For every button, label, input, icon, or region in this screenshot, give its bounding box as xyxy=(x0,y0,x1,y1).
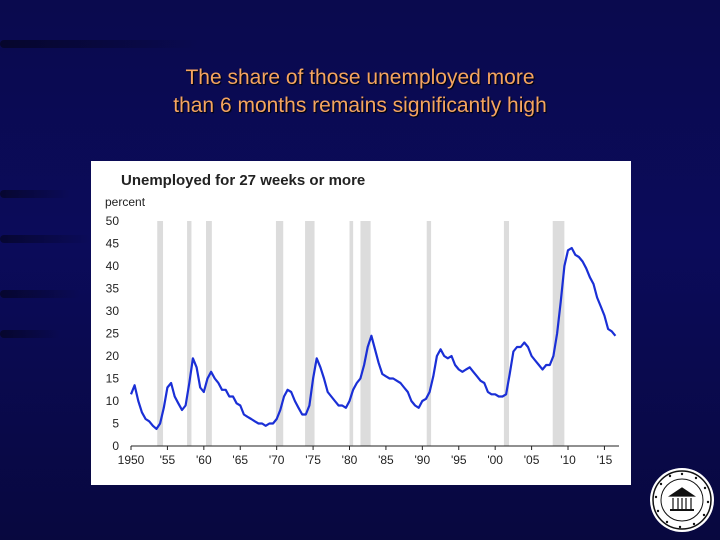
slide-title-line-1: The share of those unemployed more xyxy=(185,66,535,89)
y-tick-label: 50 xyxy=(106,214,120,228)
recession-band xyxy=(275,221,284,446)
recession-band xyxy=(552,221,565,446)
background-streak xyxy=(0,330,60,338)
chart-title: Unemployed for 27 weeks or more xyxy=(121,172,365,189)
x-tick-label: '00 xyxy=(487,453,503,467)
x-tick-label: '10 xyxy=(560,453,576,467)
slide-title-line-2: than 6 months remains significantly high xyxy=(173,94,547,117)
x-tick-label: '70 xyxy=(269,453,285,467)
y-tick-label: 40 xyxy=(106,259,120,273)
y-tick-label: 20 xyxy=(106,349,120,363)
x-tick-label: '80 xyxy=(342,453,358,467)
y-tick-label: 15 xyxy=(106,372,120,386)
recession-band xyxy=(360,221,371,446)
slide-title: The share of those unemployed more than … xyxy=(0,64,720,120)
axes: 0 5 10 15 20 25 30 35 40 45 50 1950 '55 '60 '65 '70 '75 '… xyxy=(106,214,619,467)
recession-band xyxy=(503,221,510,446)
x-tick-label: '65 xyxy=(232,453,248,467)
y-tick-label: 0 xyxy=(112,439,119,453)
recession-band xyxy=(426,221,432,446)
x-tick-label: '15 xyxy=(597,453,613,467)
background-streak xyxy=(0,190,70,198)
chart-panel: Unemployed for 27 weeks or more percent … xyxy=(91,161,631,485)
background-streak xyxy=(0,235,90,243)
y-tick-label: 30 xyxy=(106,304,120,318)
x-tick-label: '90 xyxy=(415,453,431,467)
background-streak xyxy=(0,40,200,48)
x-tick-label: '95 xyxy=(451,453,467,467)
x-tick-label: '75 xyxy=(305,453,321,467)
y-tick-label: 25 xyxy=(106,327,120,341)
recession-band xyxy=(305,221,315,446)
x-tick-label: '60 xyxy=(196,453,212,467)
x-tick-label: '05 xyxy=(524,453,540,467)
x-tick-label: 1950 xyxy=(118,453,145,467)
series-layer xyxy=(129,246,617,430)
recession-band xyxy=(187,221,192,446)
recession-band xyxy=(157,221,164,446)
long-term-unemployment-chart: Unemployed for 27 weeks or more percent … xyxy=(105,172,619,467)
series-line xyxy=(129,246,617,430)
recession-bands xyxy=(157,221,565,446)
y-tick-label: 5 xyxy=(112,417,119,431)
federal-reserve-seal-icon xyxy=(650,468,714,532)
y-tick-label: 35 xyxy=(106,282,120,296)
y-tick-label: 10 xyxy=(106,394,120,408)
background-streak xyxy=(0,290,80,298)
x-tick-label: '85 xyxy=(378,453,394,467)
recession-band xyxy=(206,221,212,446)
y-tick-label: 45 xyxy=(106,237,120,251)
y-axis-label: percent xyxy=(105,195,146,209)
x-tick-label: '55 xyxy=(160,453,176,467)
recession-band xyxy=(349,221,354,446)
